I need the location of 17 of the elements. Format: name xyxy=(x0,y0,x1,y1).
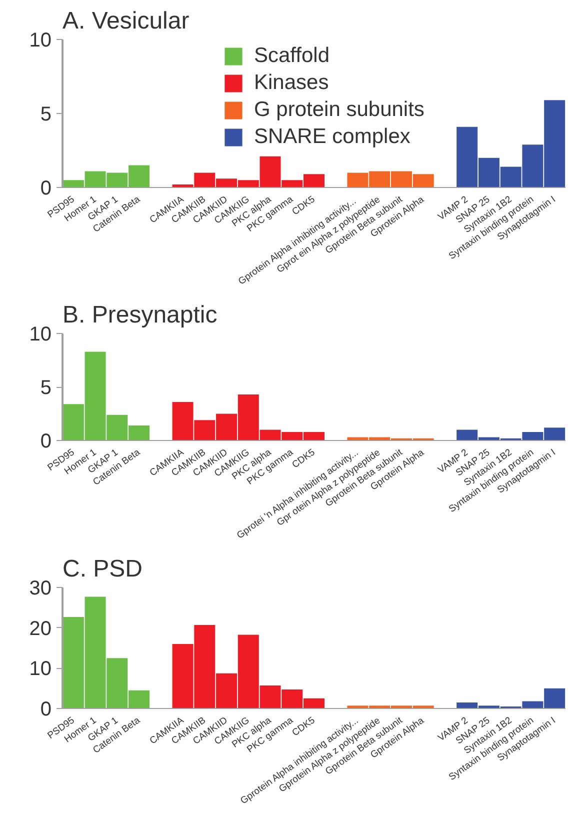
y-tick-label: 5 xyxy=(40,377,52,399)
chart-title: A. Vesicular xyxy=(62,8,190,34)
legend-label: Kinases xyxy=(254,71,329,95)
y-tick-label: 0 xyxy=(40,178,52,200)
y-tick-label: 10 xyxy=(29,324,52,346)
y-tick-label: 0 xyxy=(40,698,52,720)
chart-title: C. PSD xyxy=(62,556,143,582)
y-tick-label: 5 xyxy=(40,104,52,126)
y-tick-label: 0 xyxy=(40,430,52,452)
legend-label: Scaffold xyxy=(254,44,330,68)
legend-label: G protein subunits xyxy=(254,98,424,122)
y-tick-label: 30 xyxy=(29,578,52,600)
chart-title: B. Presynaptic xyxy=(62,302,218,328)
y-tick-label: 10 xyxy=(29,658,52,680)
y-tick-label: 10 xyxy=(29,30,52,52)
y-tick-label: 20 xyxy=(29,618,52,640)
legend-label: SNARE complex xyxy=(254,125,410,149)
